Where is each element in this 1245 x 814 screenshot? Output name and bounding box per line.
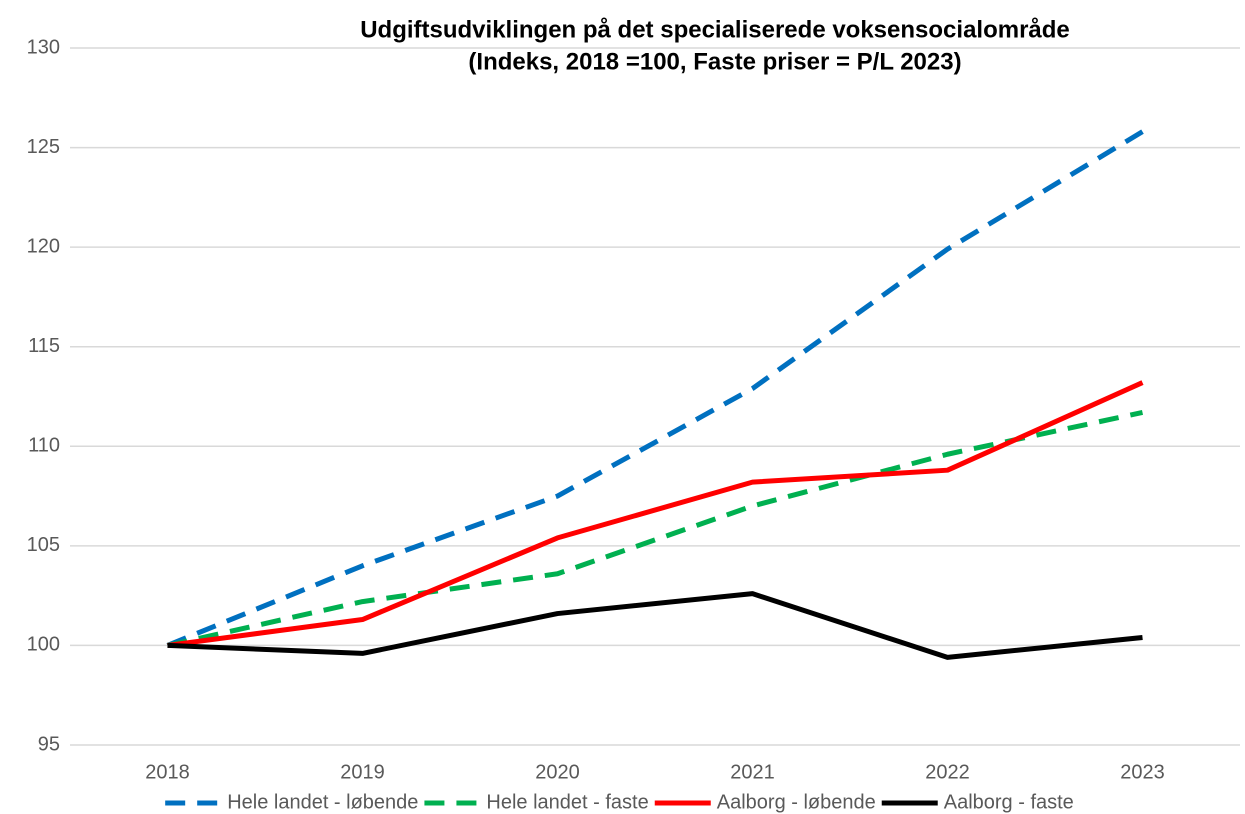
y-tick-label: 100 [27,634,60,656]
legend-label: Aalborg - faste [944,791,1074,813]
series-line [166,129,1144,648]
x-tick-label: 2020 [535,761,580,783]
y-tick-label: 115 [28,335,60,357]
x-tick-label: 2021 [730,761,775,783]
x-tick-label: 2019 [340,761,385,783]
y-tick-label: 110 [28,435,60,457]
series-line [167,380,1144,648]
chart-subtitle: (Indeks, 2018 =100, Faste priser = P/L 2… [468,48,961,75]
legend-label: Hele landet - løbende [227,791,418,813]
y-tick-label: 125 [27,136,60,158]
x-tick-label: 2023 [1120,761,1165,783]
x-tick-label: 2022 [925,761,970,783]
y-tick-label: 120 [27,235,60,257]
x-tick-label: 2018 [145,761,190,783]
series-line [166,409,1144,648]
series-line [167,591,1143,660]
chart-title: Udgiftsudviklingen på det specialiserede… [360,16,1070,43]
y-tick-label: 95 [38,733,60,755]
y-tick-label: 105 [27,534,60,556]
y-tick-label: 130 [27,36,60,58]
legend-label: Aalborg - løbende [717,791,876,813]
legend-label: Hele landet - faste [486,791,648,813]
